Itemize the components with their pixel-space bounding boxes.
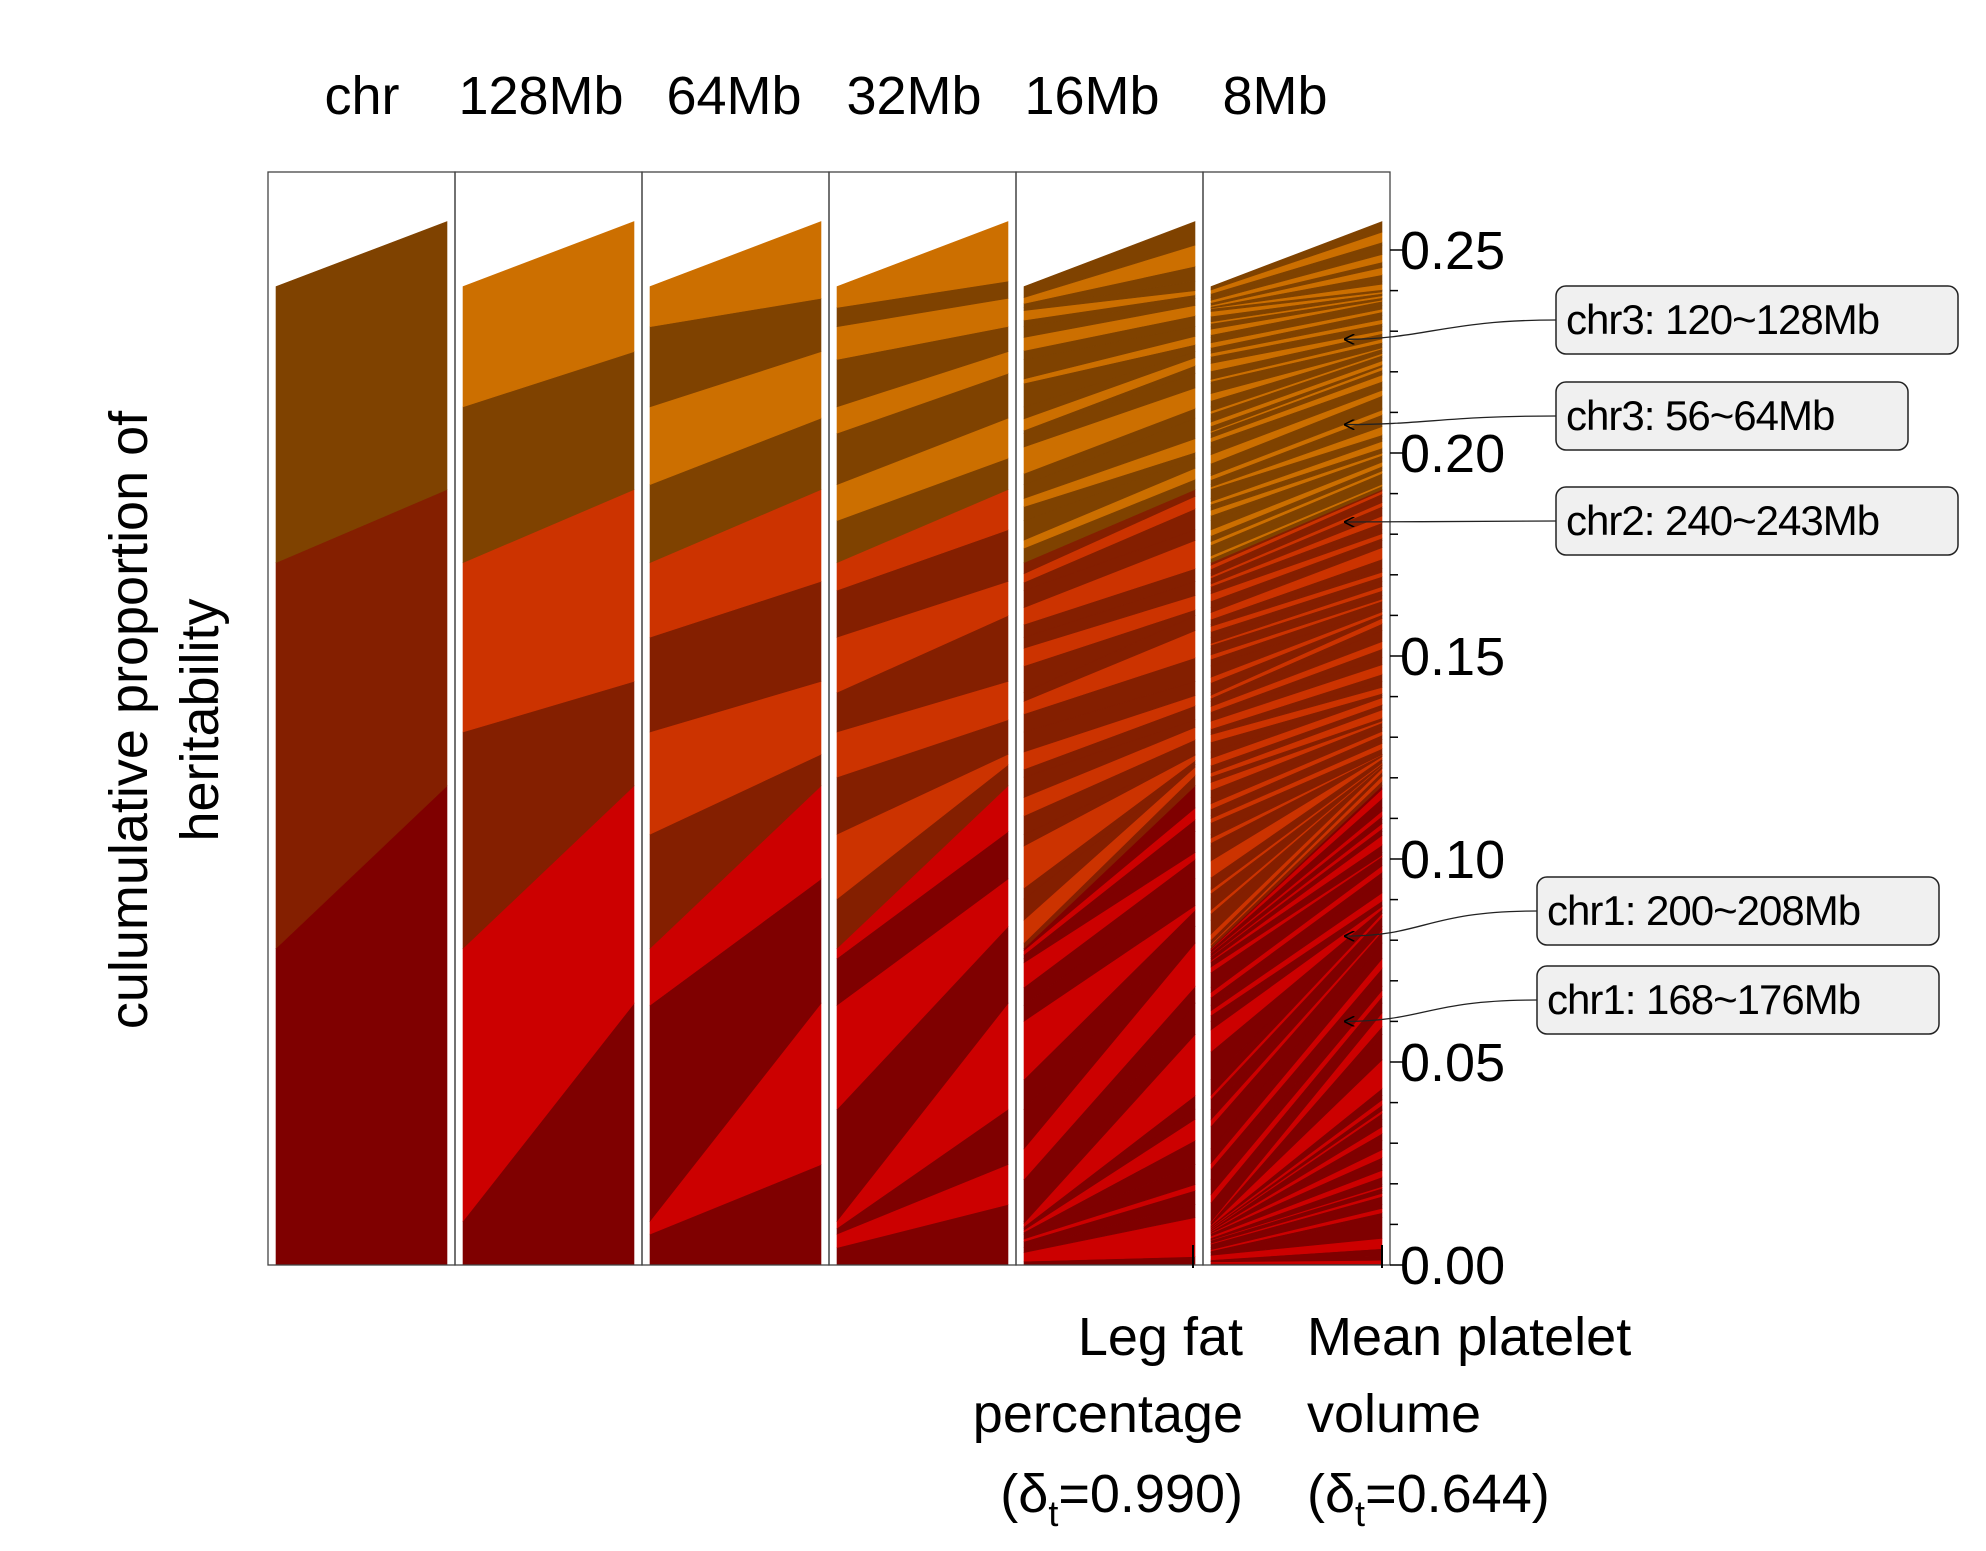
callout-arrow-1: [1345, 415, 1557, 425]
delta-sub-leg-fat: t: [1048, 1493, 1058, 1534]
trait-name-platelet-line2: volume: [1307, 1384, 1481, 1444]
column-header-32Mb: 32Mb: [846, 66, 981, 126]
column-header-16Mb: 16Mb: [1024, 66, 1159, 126]
trait-name-leg-fat-line2: percentage: [973, 1384, 1243, 1444]
delta-prefix-leg-fat: (δ: [1000, 1464, 1048, 1524]
y-axis: 0.00 0.05 0.10 0.15 0.20 0.25: [1390, 221, 1505, 1296]
trait-name-leg-fat-line1: Leg fat: [1078, 1307, 1243, 1367]
y-axis-label-line2: heritability: [170, 598, 230, 841]
ribbon-chr-chr3-2: [275, 221, 448, 564]
ribbon-32Mb-chr3-23: [836, 221, 1009, 308]
column-header-chr: chr: [324, 66, 399, 126]
callout-box-3: [1536, 876, 1940, 946]
callout-arrow-0: [1345, 319, 1557, 339]
callout-label-0: chr3: 120~128Mb: [1566, 296, 1879, 343]
y-axis-label-line1: culumulative proportion of: [99, 410, 159, 1029]
column-header-128Mb: 128Mb: [458, 66, 623, 126]
trait-labels: Leg fat percentage (δt=0.990) Mean plate…: [973, 1245, 1631, 1534]
callout-box-2: [1555, 486, 1959, 556]
y-tick-label-0.15: 0.15: [1400, 627, 1505, 687]
y-tick-label-0.00: 0.00: [1400, 1236, 1505, 1296]
callout-label-2: chr2: 240~243Mb: [1566, 497, 1879, 544]
y-axis-label: culumulative proportion of heritability: [99, 410, 230, 1029]
column-header-64Mb: 64Mb: [666, 66, 801, 126]
y-tick-label-0.10: 0.10: [1400, 830, 1505, 890]
delta-value-platelet: =0.644): [1365, 1464, 1550, 1524]
callout-label-3: chr1: 200~208Mb: [1547, 887, 1860, 934]
delta-value-leg-fat: =0.990): [1058, 1464, 1243, 1524]
callout-arrow-3: [1345, 910, 1538, 936]
panel-frame-8Mb: [1202, 171, 1391, 1266]
callout-label-1: chr3: 56~64Mb: [1566, 392, 1834, 439]
trait-delta-leg-fat: (δt=0.990): [1000, 1464, 1243, 1534]
ribbon-16Mb-chr3-71: [1023, 221, 1196, 298]
y-tick-label-0.20: 0.20: [1400, 424, 1505, 484]
y-tick-label-0.05: 0.05: [1400, 1033, 1505, 1093]
y-tick-label-0.25: 0.25: [1400, 221, 1505, 281]
callout-arrow-4: [1345, 999, 1538, 1021]
resolution-headers: chr 128Mb 64Mb 32Mb 16Mb 8Mb: [324, 66, 1327, 126]
callout-box-0: [1555, 285, 1959, 355]
region-callouts: chr3: 120~128Mb chr3: 56~64Mb chr2: 240~24…: [1345, 285, 1959, 1035]
column-header-8Mb: 8Mb: [1222, 66, 1327, 126]
trait-delta-platelet: (δt=0.644): [1307, 1464, 1550, 1534]
ribbon-64Mb-chr3-11: [649, 221, 822, 328]
callout-box-4: [1536, 965, 1940, 1035]
callout-label-4: chr1: 168~176Mb: [1547, 976, 1860, 1023]
callout-arrow-2: [1345, 521, 1557, 522]
delta-sub-platelet: t: [1355, 1493, 1365, 1534]
trait-name-platelet-line1: Mean platelet: [1307, 1307, 1631, 1367]
ribbon-128Mb-chr3-5: [462, 221, 635, 408]
callout-box-1: [1555, 381, 1909, 451]
panel-frames: [267, 171, 1391, 1266]
delta-prefix-platelet: (δ: [1307, 1464, 1355, 1524]
ribbon-layer: [275, 221, 1383, 1266]
ribbon-8Mb-chr3-215: [1210, 221, 1383, 291]
